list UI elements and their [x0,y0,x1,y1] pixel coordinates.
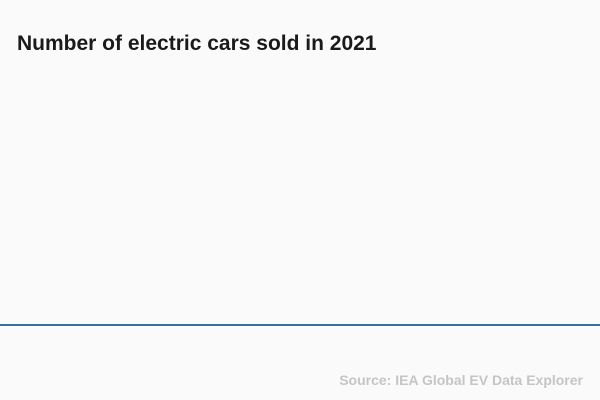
chart-title: Number of electric cars sold in 2021 [17,32,377,55]
source-credit: Source: IEA Global EV Data Explorer [339,372,583,388]
plot-area [0,70,600,326]
x-axis-baseline [0,324,600,326]
